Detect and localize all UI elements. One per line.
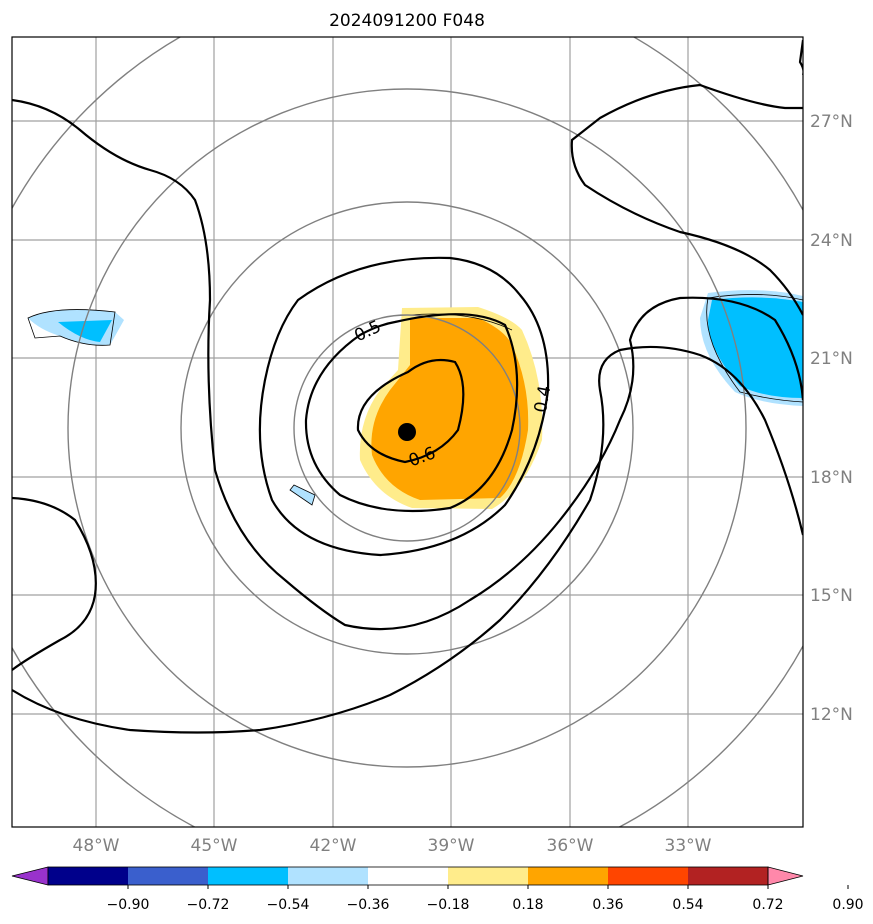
lon-label-42w: 42°W xyxy=(310,836,357,856)
colorbar-segment xyxy=(208,867,289,885)
colorbar-segment xyxy=(688,867,769,885)
colorbar-segment xyxy=(48,867,129,885)
lat-label-18n: 18°N xyxy=(810,468,853,488)
storm-center-marker xyxy=(398,423,416,441)
lon-labels: 48°W 45°W 42°W 39°W 36°W 33°W xyxy=(73,836,712,856)
colorbar-tick-label: 0.90 xyxy=(832,897,863,913)
colorbar-tick-label: −0.72 xyxy=(187,897,230,913)
lon-label-45w: 45°W xyxy=(191,836,238,856)
lon-label-36w: 36°W xyxy=(547,836,594,856)
colorbar-tick-label: 0.18 xyxy=(512,897,543,913)
figure-title: 2024091200 F048 xyxy=(329,11,485,31)
lon-label-33w: 33°W xyxy=(665,836,712,856)
colorbar-segment xyxy=(448,867,529,885)
contour-label-0-4: 0.4 xyxy=(531,384,555,414)
colorbar-tick-label: −0.18 xyxy=(427,897,470,913)
map-area: 0.5 0.6 0.4 xyxy=(12,37,803,827)
colorbar-extend-high xyxy=(767,866,804,886)
map-frame xyxy=(11,36,804,828)
colorbar-tick-label: 0.54 xyxy=(672,897,703,913)
negative-shading xyxy=(28,290,803,505)
range-rings xyxy=(12,37,803,827)
colorbar-tick-label: −0.90 xyxy=(107,897,150,913)
colorbar-tick-label: −0.54 xyxy=(267,897,310,913)
colorbar-segment xyxy=(608,867,689,885)
colorbar-segment xyxy=(288,867,369,885)
contours xyxy=(12,39,803,734)
colorbar-tick-label: −0.36 xyxy=(347,897,390,913)
colorbar: −0.90 −0.72 −0.54 −0.36 −0.18 0.18 0.36 0.54 0.7… xyxy=(11,866,864,913)
colorbar-segment xyxy=(368,867,449,885)
lon-label-48w: 48°W xyxy=(73,836,120,856)
colorbar-segment xyxy=(128,867,209,885)
lat-label-15n: 15°N xyxy=(810,586,853,606)
colorbar-tick-label: 0.36 xyxy=(592,897,623,913)
colorbar-tick-label: 0.72 xyxy=(752,897,783,913)
lon-label-39w: 39°W xyxy=(428,836,475,856)
colorbar-segment xyxy=(528,867,609,885)
positive-shading xyxy=(359,307,543,509)
colorbar-frame xyxy=(47,866,769,886)
colorbar-extend-low xyxy=(11,866,49,886)
lat-labels: 27°N 24°N 21°N 18°N 15°N 12°N xyxy=(810,112,853,725)
lat-label-21n: 21°N xyxy=(810,349,853,369)
lat-label-12n: 12°N xyxy=(810,705,853,725)
lat-label-27n: 27°N xyxy=(810,112,853,132)
lat-label-24n: 24°N xyxy=(810,231,853,251)
